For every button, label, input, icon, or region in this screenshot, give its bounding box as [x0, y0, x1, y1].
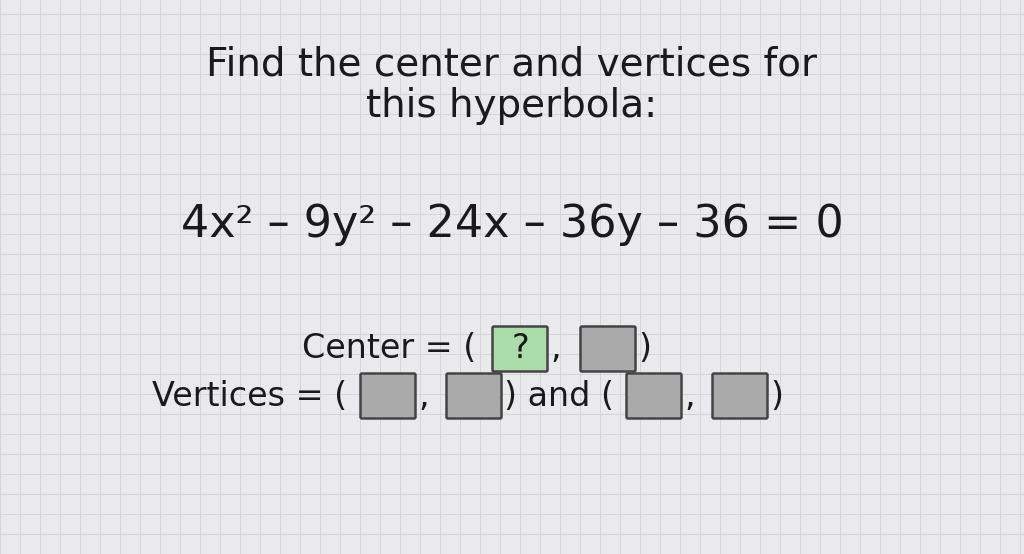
Text: ): )	[770, 379, 783, 413]
FancyBboxPatch shape	[627, 373, 682, 418]
Text: ,: ,	[418, 379, 429, 413]
Text: ) and (: ) and (	[504, 379, 614, 413]
FancyBboxPatch shape	[713, 373, 768, 418]
Text: Vertices = (: Vertices = (	[152, 379, 347, 413]
FancyBboxPatch shape	[360, 373, 416, 418]
Text: ?: ?	[511, 332, 528, 366]
Text: Center = (: Center = (	[302, 332, 476, 366]
FancyBboxPatch shape	[581, 326, 636, 372]
FancyBboxPatch shape	[446, 373, 502, 418]
FancyBboxPatch shape	[493, 326, 548, 372]
Text: ,: ,	[550, 332, 560, 366]
Text: ,: ,	[684, 379, 694, 413]
Text: 4x² – 9y² – 24x – 36y – 36 = 0: 4x² – 9y² – 24x – 36y – 36 = 0	[180, 203, 844, 245]
Text: this hyperbola:: this hyperbola:	[367, 87, 657, 125]
Text: Find the center and vertices for: Find the center and vertices for	[207, 45, 817, 83]
Text: ): )	[638, 332, 651, 366]
